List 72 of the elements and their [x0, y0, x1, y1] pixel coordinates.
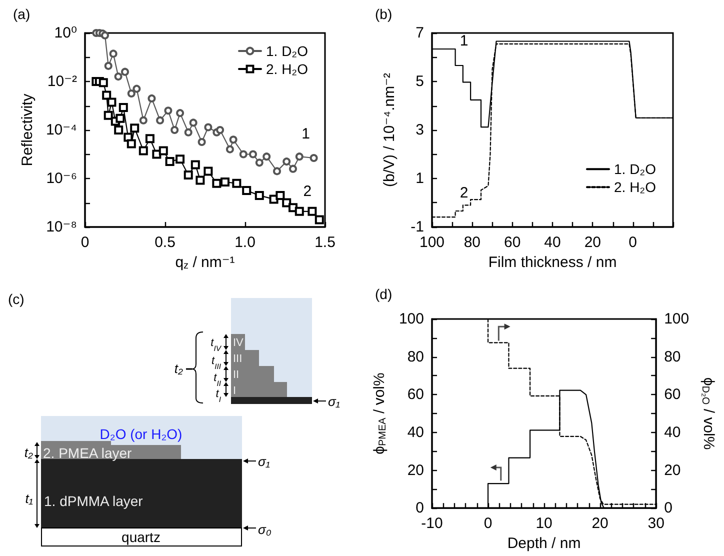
y2-tick-label: 100 — [664, 310, 690, 328]
x-tick-label: 40 — [544, 234, 561, 251]
x-tick-label: 10 — [536, 515, 552, 532]
text: t₁ — [25, 491, 33, 506]
x-tick-label: 60 — [504, 234, 521, 251]
text: II — [233, 369, 240, 381]
x-axis-title: Depth / nm — [507, 535, 581, 552]
annotation: 2 — [303, 183, 312, 200]
annotation: 2 — [460, 184, 468, 202]
y-tick-label: 0 — [416, 500, 424, 517]
text: D₂O (or H₂O) — [100, 426, 182, 442]
y-tick-label: 10⁰ — [54, 24, 77, 42]
y-tick-label: 10⁻² — [47, 73, 77, 90]
y-axis-title: Reflectivity — [19, 93, 36, 166]
text: 1. dPMMA layer — [44, 493, 144, 509]
y-tick-label: 100 — [398, 310, 424, 328]
x-tick-label: 0 — [80, 234, 90, 251]
y-tick-label: 10⁻⁸ — [46, 218, 77, 236]
x-tick-label: 1.0 — [234, 234, 256, 251]
annotation: 1 — [460, 32, 468, 50]
text: IV — [233, 337, 244, 349]
y-axis-title: (b/V) / 10⁻⁴.nm⁻² — [381, 73, 398, 187]
legend-label: 1. D₂O — [614, 161, 656, 178]
text: σ₁ — [328, 394, 340, 409]
chart-title: (b) — [375, 6, 392, 22]
text: 2. PMEA layer — [43, 445, 132, 461]
y-tick-label: 20 — [407, 462, 424, 479]
x-tick-label: 80 — [464, 234, 481, 251]
text: I — [233, 385, 236, 397]
text: σ₀ — [258, 522, 272, 537]
x-tick-label: 20 — [592, 515, 608, 532]
x-tick-label: 30 — [648, 515, 664, 532]
text: t$_{III}$ — [212, 355, 222, 370]
y-tick-label: 10⁻⁴ — [46, 122, 77, 138]
y-tick-label: 80 — [407, 348, 424, 366]
y-tick-label: 60 — [407, 386, 424, 404]
text: quartz — [122, 529, 160, 545]
y2-tick-label: 20 — [664, 462, 681, 479]
x-axis-title: Film thickness / nm — [488, 254, 617, 271]
chart-title: (a) — [13, 6, 30, 22]
chart-title: (d) — [375, 286, 392, 302]
x-tick-label: 0.5 — [154, 234, 176, 251]
x-tick-label: 0 — [628, 234, 638, 251]
legend-label: 1. D₂O — [266, 43, 308, 59]
y-tick-label: 1 — [416, 170, 424, 187]
legend-label: 2. H₂O — [614, 179, 656, 196]
text: (c) — [8, 291, 24, 307]
y-tick-label: 40 — [407, 424, 424, 441]
x-tick-label: 20 — [584, 234, 602, 251]
text: t₂ — [174, 361, 184, 376]
y2-tick-label: 80 — [664, 348, 681, 366]
y-tick-label: -1 — [410, 218, 424, 236]
text: t$_{II}$ — [214, 372, 222, 388]
x-tick-label: 1.5 — [314, 234, 336, 251]
y-tick-label: 3 — [416, 122, 424, 138]
y2-tick-label: 60 — [664, 386, 681, 404]
text: t$_{IV}$ — [210, 337, 222, 352]
text: t$_{I}$ — [216, 388, 222, 404]
y-tick-label: 7 — [416, 24, 424, 42]
x-tick-label: -10 — [421, 515, 443, 532]
legend-label: 2. H₂O — [266, 61, 308, 77]
y2-axis-title: ϕD₂O / vol% — [700, 377, 717, 450]
text: III — [233, 353, 242, 365]
text: σ₁ — [258, 454, 270, 469]
annotation: 1 — [302, 126, 310, 143]
y2-tick-label: 40 — [664, 424, 681, 441]
text: t₂ — [24, 445, 34, 460]
y-tick-label: 10⁻⁶ — [46, 170, 77, 187]
y-axis-title: ϕPMEA / vol% — [371, 372, 389, 454]
y-tick-label: 5 — [416, 73, 424, 90]
y2-tick-label: 0 — [664, 500, 672, 517]
x-tick-label: 0 — [484, 515, 492, 532]
